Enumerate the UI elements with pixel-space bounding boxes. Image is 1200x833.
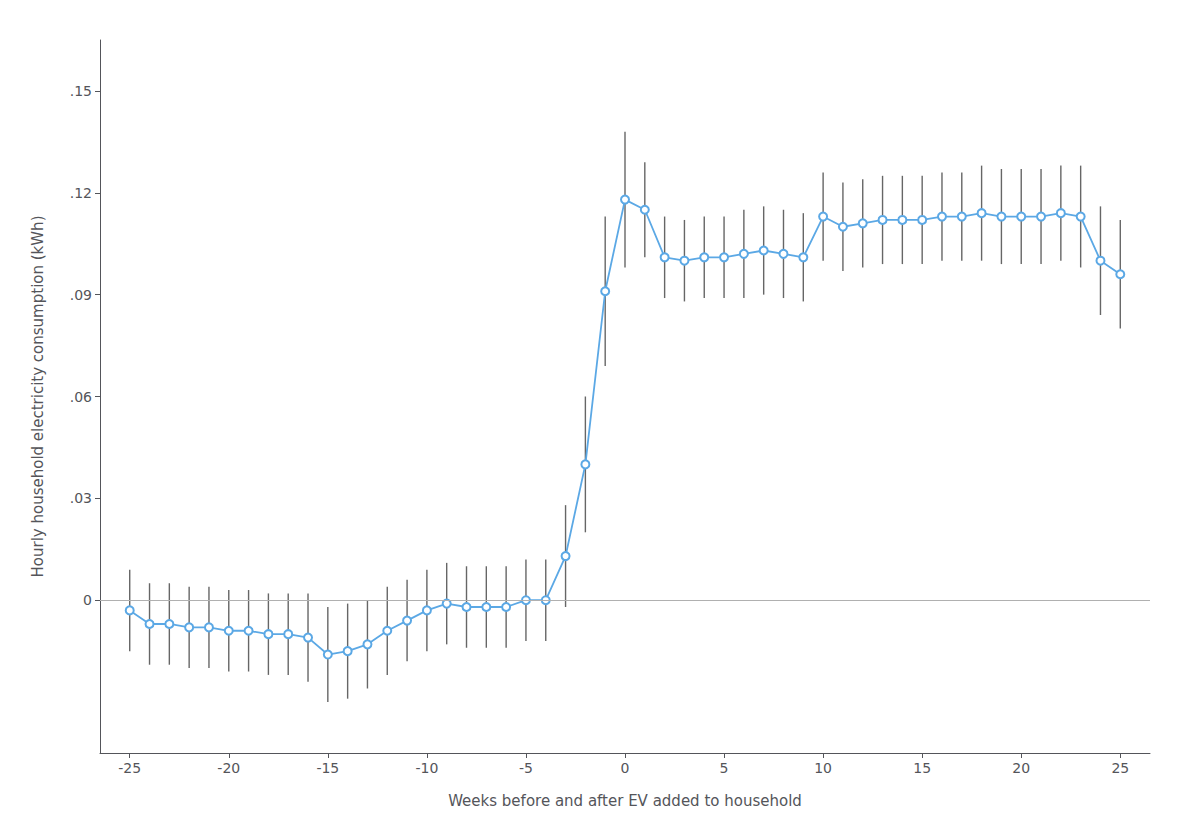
svg-text:.09: .09 [70, 287, 92, 303]
svg-text:-10: -10 [415, 760, 438, 776]
svg-text:15: 15 [913, 760, 931, 776]
svg-text:5: 5 [720, 760, 729, 776]
svg-text:.06: .06 [70, 389, 92, 405]
svg-text:Hourly household electricity c: Hourly household electricity consumption… [29, 216, 47, 578]
svg-text:-5: -5 [519, 760, 533, 776]
svg-text:20: 20 [1012, 760, 1030, 776]
svg-text:.12: .12 [70, 185, 92, 201]
svg-text:0: 0 [83, 592, 92, 608]
svg-text:0: 0 [621, 760, 630, 776]
svg-text:.03: .03 [70, 490, 92, 506]
svg-text:-15: -15 [316, 760, 339, 776]
svg-text:Weeks before and after EV adde: Weeks before and after EV added to house… [448, 792, 802, 810]
svg-text:.15: .15 [70, 83, 92, 99]
svg-text:-25: -25 [118, 760, 141, 776]
svg-text:25: 25 [1111, 760, 1129, 776]
svg-text:10: 10 [814, 760, 832, 776]
svg-text:-20: -20 [217, 760, 240, 776]
